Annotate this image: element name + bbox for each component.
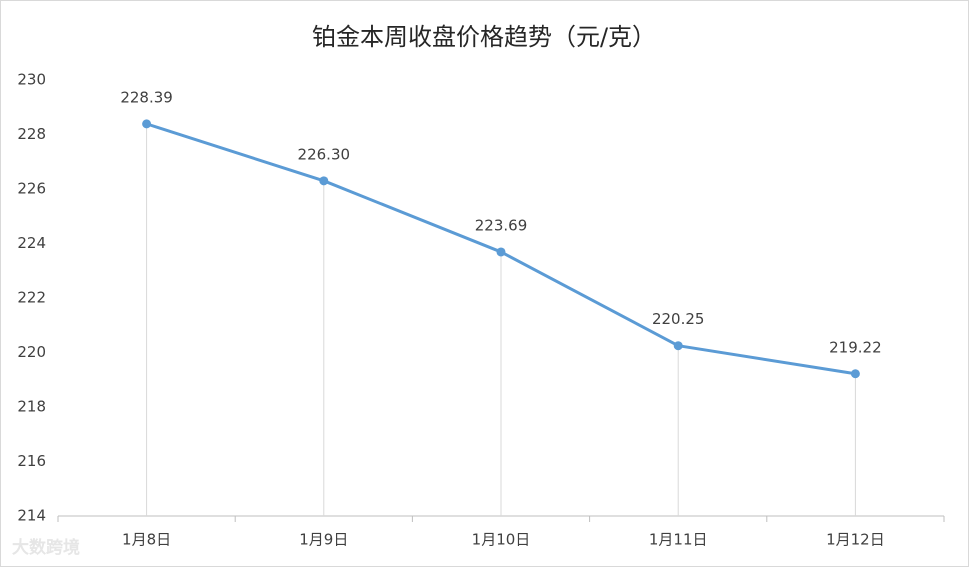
chart-title: 铂金本周收盘价格趋势（元/克） bbox=[312, 23, 656, 51]
y-tick-label: 228 bbox=[17, 125, 46, 143]
y-tick-label: 214 bbox=[17, 507, 46, 525]
x-tick-label: 1月11日 bbox=[649, 531, 708, 549]
data-label: 223.69 bbox=[475, 216, 528, 234]
point bbox=[319, 176, 329, 186]
point bbox=[850, 369, 860, 379]
y-tick-label: 230 bbox=[17, 71, 46, 89]
y-tick-label: 218 bbox=[17, 398, 46, 416]
y-tick-label: 226 bbox=[17, 180, 46, 198]
point bbox=[496, 247, 506, 257]
x-tick-label: 1月10日 bbox=[472, 531, 531, 549]
point bbox=[673, 341, 683, 351]
data-label: 219.22 bbox=[829, 338, 882, 356]
x-tick-label: 1月9日 bbox=[299, 531, 348, 549]
watermark: 大数跨境 bbox=[12, 537, 80, 558]
x-tick-label: 1月12日 bbox=[826, 531, 885, 549]
point bbox=[142, 119, 152, 129]
y-tick-label: 220 bbox=[17, 343, 46, 361]
x-tick-label: 1月8日 bbox=[122, 531, 171, 549]
y-tick-label: 224 bbox=[17, 234, 46, 252]
data-label: 220.25 bbox=[652, 310, 705, 328]
data-label: 228.39 bbox=[120, 88, 173, 106]
y-tick-label: 222 bbox=[17, 289, 46, 307]
data-label: 226.30 bbox=[298, 145, 351, 163]
y-tick-label: 216 bbox=[17, 452, 46, 470]
